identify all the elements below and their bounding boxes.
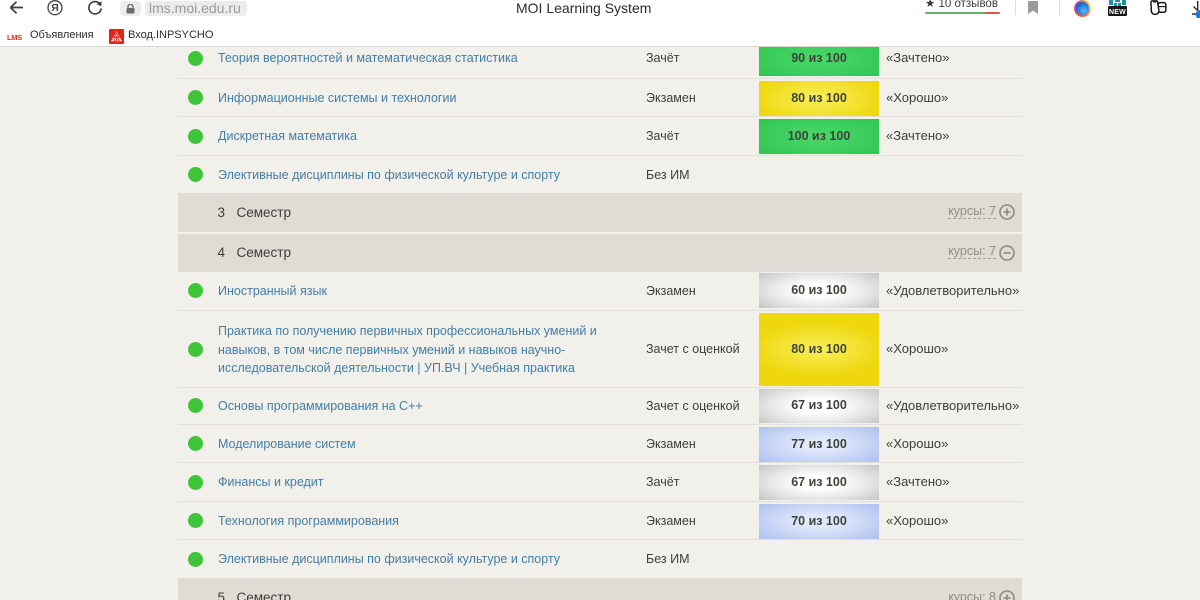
svg-text:NEW: NEW bbox=[1109, 9, 1126, 16]
